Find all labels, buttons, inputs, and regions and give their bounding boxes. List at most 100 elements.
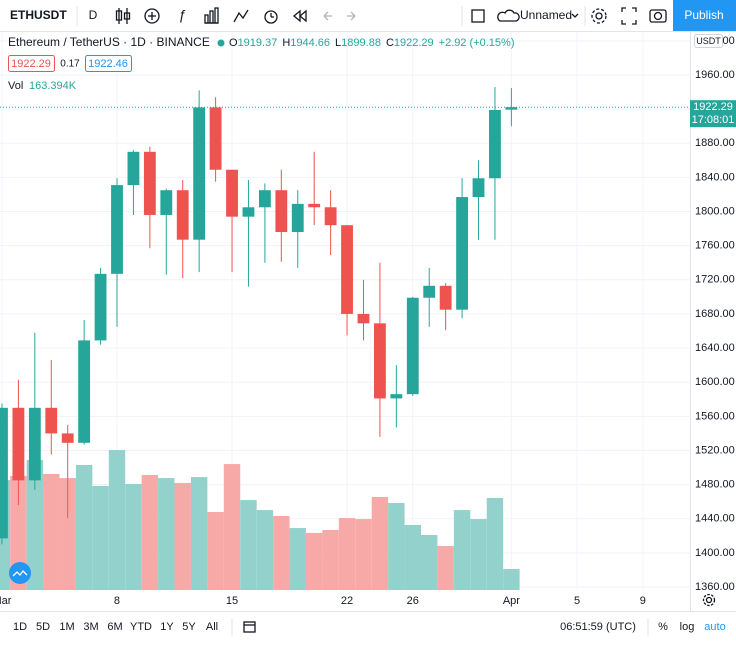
candle-body xyxy=(127,151,140,186)
ask[interactable]: 1922.46 xyxy=(88,58,128,70)
volume-bar xyxy=(355,519,372,590)
candle-body xyxy=(324,207,337,226)
volume-bar xyxy=(158,478,175,590)
candle-body xyxy=(489,109,501,179)
range-button[interactable]: 3M xyxy=(83,621,98,633)
x-tick-label: Mar xyxy=(0,595,12,607)
top-toolbar: ETHUSDT D ƒ Unnamed Publish xyxy=(0,0,736,32)
y-tick-label: 1760.00 xyxy=(695,240,735,252)
ohlc-value: 1919.37 xyxy=(238,37,278,49)
candle-body xyxy=(308,203,321,208)
ohlc-value: 1922.29 xyxy=(394,37,434,49)
bid-box[interactable] xyxy=(8,55,55,72)
snapshot-icon[interactable] xyxy=(649,9,667,23)
y-tick-label: 1560.00 xyxy=(695,410,735,422)
publish-label[interactable]: Publish xyxy=(684,8,723,22)
range-button[interactable]: 1Y xyxy=(160,621,174,633)
volume-bar xyxy=(470,519,487,590)
range-button[interactable]: 5D xyxy=(36,621,50,633)
expand-icon[interactable] xyxy=(621,7,637,25)
x-tick-label: 9 xyxy=(640,595,646,607)
ohlc-key: C xyxy=(386,37,394,49)
volume-bar xyxy=(75,464,93,590)
settings-icon[interactable] xyxy=(591,8,607,24)
x-tick-label: 26 xyxy=(407,595,419,607)
candle-body xyxy=(341,225,353,314)
x-tick-label: 22 xyxy=(341,595,353,607)
volume-bar xyxy=(108,450,126,590)
currency-badge[interactable] xyxy=(694,34,723,48)
volume-key: Vol xyxy=(8,80,23,92)
volume-bar xyxy=(190,477,208,590)
y-tick-label: 1720.00 xyxy=(695,274,735,286)
axis-settings-icon[interactable] xyxy=(702,593,716,607)
plot xyxy=(0,32,690,590)
fx-icon[interactable]: ƒ xyxy=(178,7,186,23)
volume-bar xyxy=(10,476,27,590)
volume-bar xyxy=(289,528,306,590)
candles-icon[interactable] xyxy=(115,8,131,24)
percent-toggle[interactable]: % xyxy=(658,621,668,633)
log-toggle[interactable]: log xyxy=(680,621,695,633)
caret[interactable] xyxy=(571,13,579,18)
range-button[interactable]: 5Y xyxy=(182,621,196,633)
alert-icon[interactable] xyxy=(264,10,278,24)
ask-box[interactable] xyxy=(85,55,132,72)
candle-body xyxy=(0,407,8,539)
volume-bar xyxy=(207,511,224,590)
range-button[interactable]: 1D xyxy=(13,621,27,633)
goto-date-icon[interactable] xyxy=(243,621,256,633)
volume-bar xyxy=(59,478,76,590)
volume-bar xyxy=(273,515,290,590)
cloud-icon[interactable] xyxy=(497,9,520,22)
candle-body xyxy=(406,297,419,395)
redo-icon[interactable] xyxy=(347,11,356,21)
y-tick-label: 1400.00 xyxy=(695,547,735,559)
interval[interactable]: D xyxy=(89,8,98,22)
volume-bar xyxy=(240,500,257,590)
fullscreen-square-icon[interactable] xyxy=(471,9,485,23)
auto-toggle[interactable]: auto xyxy=(704,621,725,633)
range-button[interactable]: 1M xyxy=(59,621,74,633)
volume-bar xyxy=(486,497,504,590)
y-tick-label: 1840.00 xyxy=(695,171,735,183)
volume-bar xyxy=(174,482,191,590)
volume-bar xyxy=(371,496,389,590)
symbol-description: Ethereum / TetherUS · 1D · BINANCE xyxy=(8,35,210,49)
volume-bar xyxy=(421,534,438,590)
volume-bar xyxy=(256,510,274,590)
currency[interactable]: USDT xyxy=(696,36,721,46)
range-button[interactable]: All xyxy=(206,621,218,633)
layout-name[interactable]: Unnamed xyxy=(520,8,572,22)
candle-body xyxy=(423,285,436,298)
y-tick-label: 1800.00 xyxy=(695,205,735,217)
volume-bar xyxy=(437,546,454,590)
volume-bar xyxy=(453,510,471,590)
volume-bar xyxy=(404,524,422,590)
ohlc-value: 1899.88 xyxy=(341,37,381,49)
replay-icon[interactable] xyxy=(292,9,307,23)
y-tick-label: 1600.00 xyxy=(695,376,735,388)
candle-body xyxy=(242,207,255,217)
bid[interactable]: 1922.29 xyxy=(11,58,51,70)
clock[interactable]: 06:51:59 (UTC) xyxy=(560,621,636,633)
y-tick-label: 1640.00 xyxy=(695,342,735,354)
compare-icon[interactable] xyxy=(233,9,249,23)
undo-icon[interactable] xyxy=(323,11,332,21)
candle-body xyxy=(209,107,222,170)
candle-body xyxy=(176,190,189,240)
candle-body xyxy=(472,178,485,198)
range-button[interactable]: YTD xyxy=(130,621,152,633)
volume-bar xyxy=(223,464,241,590)
candle-body xyxy=(143,151,156,215)
last-price-badge xyxy=(690,100,736,128)
x-tick-label: 5 xyxy=(574,595,580,607)
candle-body xyxy=(193,107,206,240)
symbol[interactable]: ETHUSDT xyxy=(10,8,67,22)
candle-body xyxy=(390,394,403,399)
range-button[interactable]: 6M xyxy=(107,621,122,633)
bars-icon[interactable] xyxy=(204,7,219,24)
publish-button[interactable] xyxy=(673,0,736,31)
volume-bar xyxy=(125,483,142,590)
indicator-add-icon[interactable] xyxy=(144,8,160,24)
